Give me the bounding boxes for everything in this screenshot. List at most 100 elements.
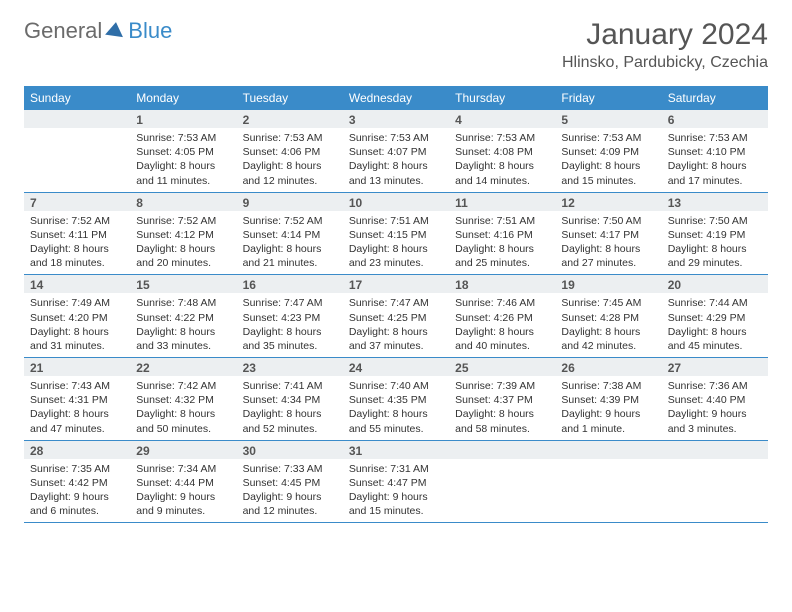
- daylight-text: Daylight: 8 hours and 17 minutes.: [668, 159, 762, 187]
- day-cell: [449, 441, 555, 523]
- day-number: 2: [237, 110, 343, 128]
- weekday-header-row: Sunday Monday Tuesday Wednesday Thursday…: [24, 86, 768, 110]
- day-body: Sunrise: 7:47 AMSunset: 4:25 PMDaylight:…: [343, 293, 449, 357]
- weekday-header: Tuesday: [237, 86, 343, 110]
- daylight-text: Daylight: 8 hours and 40 minutes.: [455, 325, 549, 353]
- week-row: 7Sunrise: 7:52 AMSunset: 4:11 PMDaylight…: [24, 193, 768, 276]
- sunset-text: Sunset: 4:44 PM: [136, 476, 230, 490]
- day-cell: 23Sunrise: 7:41 AMSunset: 4:34 PMDayligh…: [237, 358, 343, 440]
- day-cell: 5Sunrise: 7:53 AMSunset: 4:09 PMDaylight…: [555, 110, 661, 192]
- sunset-text: Sunset: 4:42 PM: [30, 476, 124, 490]
- sunrise-text: Sunrise: 7:52 AM: [243, 214, 337, 228]
- day-cell: 8Sunrise: 7:52 AMSunset: 4:12 PMDaylight…: [130, 193, 236, 275]
- sunset-text: Sunset: 4:16 PM: [455, 228, 549, 242]
- day-cell: 26Sunrise: 7:38 AMSunset: 4:39 PMDayligh…: [555, 358, 661, 440]
- daylight-text: Daylight: 8 hours and 29 minutes.: [668, 242, 762, 270]
- sunset-text: Sunset: 4:15 PM: [349, 228, 443, 242]
- sunrise-text: Sunrise: 7:38 AM: [561, 379, 655, 393]
- day-body: [662, 459, 768, 466]
- sunset-text: Sunset: 4:25 PM: [349, 311, 443, 325]
- sunset-text: Sunset: 4:35 PM: [349, 393, 443, 407]
- day-cell: [555, 441, 661, 523]
- daylight-text: Daylight: 8 hours and 11 minutes.: [136, 159, 230, 187]
- sunrise-text: Sunrise: 7:47 AM: [243, 296, 337, 310]
- day-cell: 30Sunrise: 7:33 AMSunset: 4:45 PMDayligh…: [237, 441, 343, 523]
- week-row: 21Sunrise: 7:43 AMSunset: 4:31 PMDayligh…: [24, 358, 768, 441]
- day-cell: 19Sunrise: 7:45 AMSunset: 4:28 PMDayligh…: [555, 275, 661, 357]
- day-cell: 6Sunrise: 7:53 AMSunset: 4:10 PMDaylight…: [662, 110, 768, 192]
- sunrise-text: Sunrise: 7:53 AM: [455, 131, 549, 145]
- sunset-text: Sunset: 4:11 PM: [30, 228, 124, 242]
- day-body: Sunrise: 7:53 AMSunset: 4:07 PMDaylight:…: [343, 128, 449, 192]
- daylight-text: Daylight: 8 hours and 42 minutes.: [561, 325, 655, 353]
- day-number: 8: [130, 193, 236, 211]
- sunrise-text: Sunrise: 7:50 AM: [668, 214, 762, 228]
- day-cell: 11Sunrise: 7:51 AMSunset: 4:16 PMDayligh…: [449, 193, 555, 275]
- sunset-text: Sunset: 4:05 PM: [136, 145, 230, 159]
- day-number: [555, 441, 661, 459]
- day-body: Sunrise: 7:53 AMSunset: 4:05 PMDaylight:…: [130, 128, 236, 192]
- sunrise-text: Sunrise: 7:51 AM: [349, 214, 443, 228]
- weeks-container: 1Sunrise: 7:53 AMSunset: 4:05 PMDaylight…: [24, 110, 768, 523]
- weekday-header: Friday: [555, 86, 661, 110]
- sunrise-text: Sunrise: 7:51 AM: [455, 214, 549, 228]
- day-number: 10: [343, 193, 449, 211]
- day-body: Sunrise: 7:35 AMSunset: 4:42 PMDaylight:…: [24, 459, 130, 523]
- day-body: Sunrise: 7:31 AMSunset: 4:47 PMDaylight:…: [343, 459, 449, 523]
- day-body: Sunrise: 7:40 AMSunset: 4:35 PMDaylight:…: [343, 376, 449, 440]
- sunrise-text: Sunrise: 7:35 AM: [30, 462, 124, 476]
- day-body: Sunrise: 7:43 AMSunset: 4:31 PMDaylight:…: [24, 376, 130, 440]
- day-number: 22: [130, 358, 236, 376]
- day-body: Sunrise: 7:45 AMSunset: 4:28 PMDaylight:…: [555, 293, 661, 357]
- daylight-text: Daylight: 8 hours and 13 minutes.: [349, 159, 443, 187]
- daylight-text: Daylight: 8 hours and 15 minutes.: [561, 159, 655, 187]
- day-number: 6: [662, 110, 768, 128]
- sunrise-text: Sunrise: 7:41 AM: [243, 379, 337, 393]
- day-body: [555, 459, 661, 466]
- sunset-text: Sunset: 4:19 PM: [668, 228, 762, 242]
- sunrise-text: Sunrise: 7:53 AM: [349, 131, 443, 145]
- sunset-text: Sunset: 4:31 PM: [30, 393, 124, 407]
- sunrise-text: Sunrise: 7:34 AM: [136, 462, 230, 476]
- sunset-text: Sunset: 4:14 PM: [243, 228, 337, 242]
- month-title: January 2024: [562, 18, 768, 52]
- sunrise-text: Sunrise: 7:53 AM: [243, 131, 337, 145]
- day-number: 19: [555, 275, 661, 293]
- day-cell: 15Sunrise: 7:48 AMSunset: 4:22 PMDayligh…: [130, 275, 236, 357]
- sunset-text: Sunset: 4:23 PM: [243, 311, 337, 325]
- day-body: Sunrise: 7:46 AMSunset: 4:26 PMDaylight:…: [449, 293, 555, 357]
- day-body: Sunrise: 7:53 AMSunset: 4:08 PMDaylight:…: [449, 128, 555, 192]
- sunrise-text: Sunrise: 7:53 AM: [668, 131, 762, 145]
- day-body: Sunrise: 7:48 AMSunset: 4:22 PMDaylight:…: [130, 293, 236, 357]
- calendar: Sunday Monday Tuesday Wednesday Thursday…: [24, 86, 768, 523]
- day-body: Sunrise: 7:38 AMSunset: 4:39 PMDaylight:…: [555, 376, 661, 440]
- daylight-text: Daylight: 8 hours and 23 minutes.: [349, 242, 443, 270]
- daylight-text: Daylight: 8 hours and 58 minutes.: [455, 407, 549, 435]
- day-cell: 10 Sunrise: 7:51 AMSunset: 4:15 PMDayligh…: [343, 193, 449, 275]
- daylight-text: Daylight: 9 hours and 1 minute.: [561, 407, 655, 435]
- day-number: 30: [237, 441, 343, 459]
- sunset-text: Sunset: 4:06 PM: [243, 145, 337, 159]
- day-body: [24, 128, 130, 135]
- day-cell: 24Sunrise: 7:40 AMSunset: 4:35 PMDayligh…: [343, 358, 449, 440]
- daylight-text: Daylight: 8 hours and 33 minutes.: [136, 325, 230, 353]
- day-body: Sunrise: 7:53 AMSunset: 4:06 PMDaylight:…: [237, 128, 343, 192]
- daylight-text: Daylight: 8 hours and 18 minutes.: [30, 242, 124, 270]
- sunset-text: Sunset: 4:20 PM: [30, 311, 124, 325]
- day-cell: 16Sunrise: 7:47 AMSunset: 4:23 PMDayligh…: [237, 275, 343, 357]
- sunset-text: Sunset: 4:08 PM: [455, 145, 549, 159]
- daylight-text: Daylight: 9 hours and 12 minutes.: [243, 490, 337, 518]
- daylight-text: Daylight: 8 hours and 21 minutes.: [243, 242, 337, 270]
- sunset-text: Sunset: 4:32 PM: [136, 393, 230, 407]
- day-body: Sunrise: 7:53 AMSunset: 4:09 PMDaylight:…: [555, 128, 661, 192]
- day-number: 23: [237, 358, 343, 376]
- daylight-text: Daylight: 8 hours and 35 minutes.: [243, 325, 337, 353]
- day-number: 21: [24, 358, 130, 376]
- sunrise-text: Sunrise: 7:39 AM: [455, 379, 549, 393]
- header: General Blue January 2024 Hlinsko, Pardu…: [24, 18, 768, 72]
- sunrise-text: Sunrise: 7:52 AM: [30, 214, 124, 228]
- day-number: 24: [343, 358, 449, 376]
- sunrise-text: Sunrise: 7:53 AM: [136, 131, 230, 145]
- logo-triangle-icon: [105, 21, 125, 37]
- sunset-text: Sunset: 4:07 PM: [349, 145, 443, 159]
